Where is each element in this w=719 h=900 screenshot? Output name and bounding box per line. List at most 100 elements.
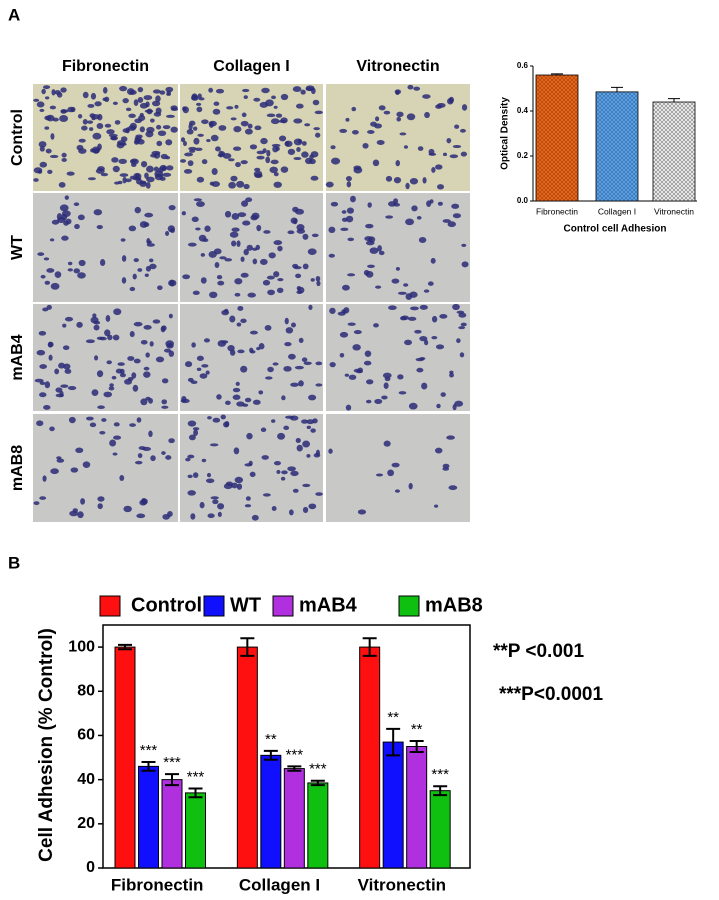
cell bbox=[434, 504, 439, 508]
cell bbox=[182, 106, 189, 114]
cell bbox=[91, 389, 99, 397]
cell bbox=[151, 100, 161, 107]
cell bbox=[170, 126, 178, 133]
cell bbox=[132, 384, 139, 392]
cell bbox=[419, 357, 426, 361]
significance-label: *** bbox=[140, 742, 158, 759]
cell bbox=[68, 416, 76, 424]
cell bbox=[187, 490, 196, 496]
cell bbox=[39, 146, 45, 152]
cell bbox=[145, 131, 154, 138]
cell bbox=[108, 386, 115, 391]
cell bbox=[188, 434, 196, 441]
cell bbox=[249, 144, 258, 150]
cell bbox=[378, 105, 386, 111]
cell bbox=[346, 181, 352, 188]
cell bbox=[311, 233, 319, 238]
cell bbox=[89, 127, 94, 132]
cell bbox=[262, 148, 267, 153]
cell bbox=[265, 156, 271, 164]
cell bbox=[70, 467, 79, 473]
micrograph-image bbox=[33, 304, 178, 411]
cell bbox=[229, 349, 236, 356]
cell bbox=[157, 285, 163, 291]
cell bbox=[141, 498, 147, 504]
cell bbox=[357, 509, 367, 515]
x-tick-label: Fibronectin bbox=[111, 875, 204, 894]
cell bbox=[73, 268, 80, 274]
cell bbox=[43, 257, 50, 261]
cell bbox=[81, 125, 88, 131]
cell bbox=[442, 463, 450, 469]
image-background bbox=[180, 304, 323, 411]
cell bbox=[240, 256, 245, 262]
cell bbox=[234, 104, 239, 109]
cell bbox=[107, 334, 113, 341]
cell bbox=[133, 99, 139, 107]
cell bbox=[339, 128, 348, 133]
cell bbox=[85, 339, 95, 344]
cell bbox=[294, 365, 304, 370]
significance-label: ** bbox=[411, 721, 423, 738]
cell bbox=[377, 245, 382, 252]
cell bbox=[169, 279, 175, 287]
cell bbox=[353, 165, 362, 171]
cell bbox=[340, 227, 349, 232]
cell bbox=[192, 472, 199, 478]
cell bbox=[458, 312, 467, 318]
cell bbox=[376, 473, 384, 477]
cell bbox=[245, 496, 251, 501]
cell bbox=[242, 220, 251, 226]
cell bbox=[458, 326, 466, 330]
cell bbox=[97, 113, 103, 121]
significance-label: ** bbox=[387, 709, 399, 726]
cell bbox=[112, 165, 120, 173]
bar bbox=[429, 790, 451, 869]
cell bbox=[456, 310, 465, 314]
cell bbox=[285, 415, 294, 419]
image-background bbox=[180, 84, 323, 191]
error-bar bbox=[263, 749, 278, 761]
cell bbox=[76, 321, 83, 328]
cell bbox=[234, 278, 243, 285]
cell bbox=[106, 129, 115, 135]
cell bbox=[201, 159, 208, 165]
cell bbox=[140, 160, 148, 168]
cell bbox=[42, 475, 47, 482]
cell bbox=[63, 220, 69, 226]
bar bbox=[307, 782, 329, 869]
cell bbox=[182, 141, 187, 147]
cell bbox=[156, 140, 163, 147]
significance-label: *** bbox=[431, 766, 449, 783]
cell bbox=[37, 252, 45, 256]
cell bbox=[394, 489, 400, 493]
cell bbox=[385, 175, 393, 182]
cell bbox=[64, 195, 69, 200]
legend-swatch bbox=[203, 595, 225, 617]
cell bbox=[230, 175, 238, 182]
cell bbox=[93, 209, 103, 216]
micrograph-image bbox=[326, 414, 470, 522]
cell bbox=[296, 285, 302, 291]
cell bbox=[62, 323, 67, 328]
cell bbox=[182, 274, 191, 280]
cell bbox=[293, 265, 302, 270]
cell bbox=[364, 350, 372, 357]
error-bar bbox=[310, 779, 325, 787]
cell bbox=[161, 399, 168, 405]
cell bbox=[353, 330, 362, 335]
error-bar bbox=[551, 73, 563, 75]
significance-label: *** bbox=[163, 754, 181, 771]
cell bbox=[411, 205, 418, 212]
cell bbox=[47, 169, 53, 174]
cell bbox=[89, 422, 97, 428]
cell bbox=[78, 148, 87, 154]
cell bbox=[295, 273, 302, 279]
cell bbox=[168, 204, 176, 211]
cell bbox=[240, 160, 248, 165]
cell bbox=[82, 119, 88, 125]
cell bbox=[221, 309, 230, 316]
cell bbox=[259, 258, 268, 266]
cell bbox=[95, 168, 105, 174]
